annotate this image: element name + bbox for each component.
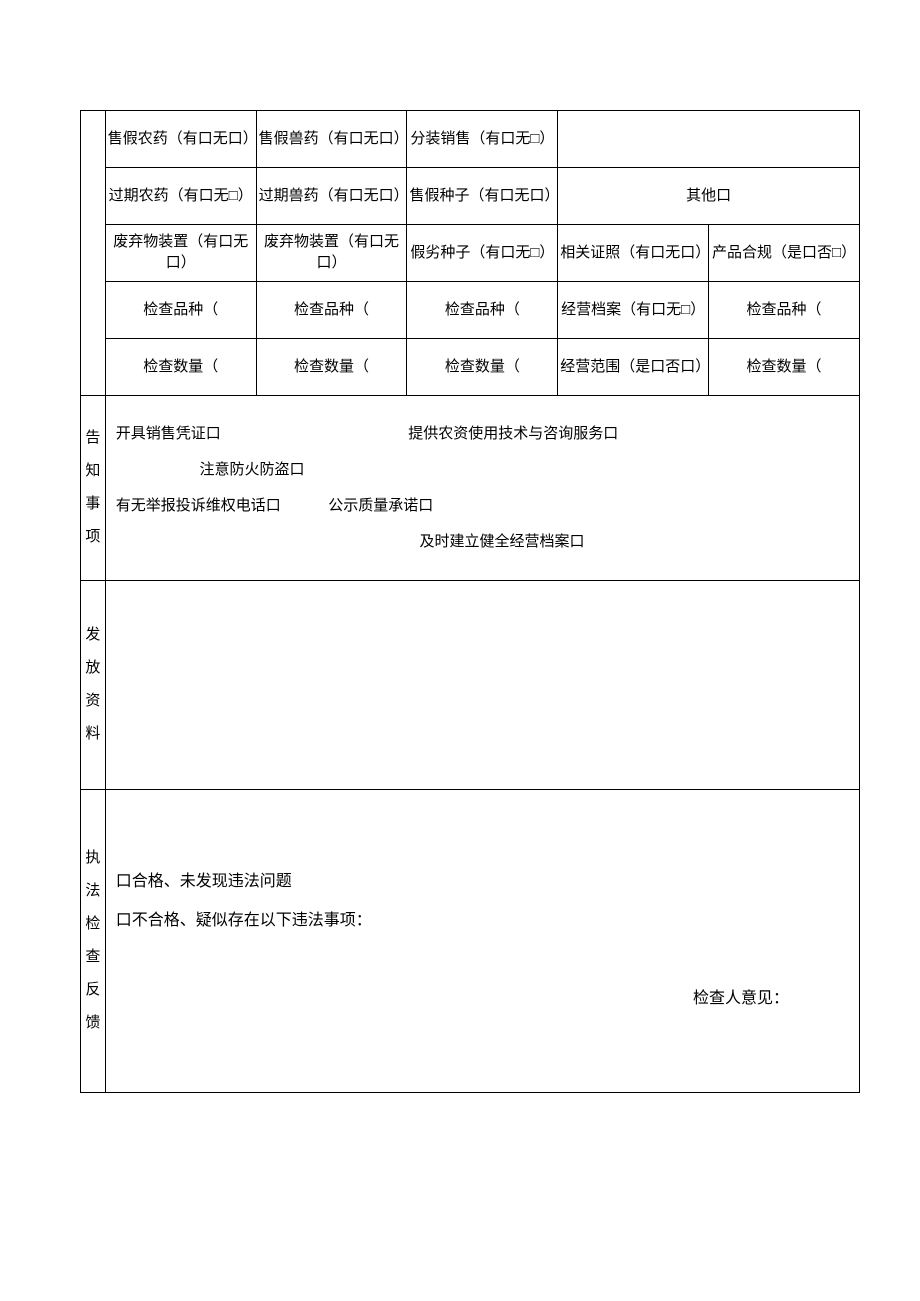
cell-r5c1: 检查数量（ [105, 339, 256, 396]
notify-1a: 开具销售凭证口 [116, 426, 221, 442]
distribute-row: 发放资料 [81, 581, 860, 790]
notify-4: 及时建立健全经营档案口 [420, 534, 585, 550]
cell-r3c5: 产品合规（是口否□） [709, 225, 860, 282]
cell-r5c3: 检查数量（ [407, 339, 558, 396]
notify-line-2: 注意防火防盗口 [116, 452, 849, 488]
notify-line-3: 有无举报投诉维权电话口 公示质量承诺口 [116, 488, 849, 524]
cell-r4c2: 检查品种（ [256, 282, 407, 339]
cell-r4c4: 经营档案（有口无□） [558, 282, 709, 339]
notify-content: 开具销售凭证口 提供农资使用技术与咨询服务口 注意防火防盗口 有无举报投诉维权电… [106, 396, 859, 580]
form-table: 售假农药（有口无口） 售假兽药（有口无口） 分装销售（有口无□） 过期农药（有口… [80, 110, 860, 1093]
distribute-cell [105, 581, 859, 790]
distribute-label: 发放资料 [81, 581, 106, 790]
cell-r5c5: 检查数量（ [709, 339, 860, 396]
feedback-pass: 口合格、未发现违法问题 [116, 863, 849, 901]
cell-r3c1: 废弃物装置（有口无口） [105, 225, 256, 282]
notify-2a: 注意防火防盗口 [200, 462, 305, 478]
side-label-top [81, 111, 106, 396]
feedback-fail: 口不合格、疑似存在以下违法事项： [116, 902, 849, 940]
notify-label: 告知事项 [81, 396, 106, 581]
notify-cell: 开具销售凭证口 提供农资使用技术与咨询服务口 注意防火防盗口 有无举报投诉维权电… [105, 396, 859, 581]
cell-r3c3: 假劣种子（有口无□） [407, 225, 558, 282]
cell-r2c2: 过期兽药（有口无口） [256, 168, 407, 225]
page: 售假农药（有口无口） 售假兽药（有口无口） 分装销售（有口无□） 过期农药（有口… [0, 0, 920, 1301]
feedback-cell: 口合格、未发现违法问题 口不合格、疑似存在以下违法事项： 检查人意见： [105, 790, 859, 1093]
cell-r4c3: 检查品种（ [407, 282, 558, 339]
cell-r1c45-empty [558, 111, 860, 168]
cell-r4c1: 检查品种（ [105, 282, 256, 339]
grid-row-4: 检查品种（ 检查品种（ 检查品种（ 经营档案（有口无□） 检查品种（ [81, 282, 860, 339]
notify-line-1: 开具销售凭证口 提供农资使用技术与咨询服务口 [116, 416, 849, 452]
notify-row: 告知事项 开具销售凭证口 提供农资使用技术与咨询服务口 注意防火防盗口 有无举报… [81, 396, 860, 581]
grid-row-2: 过期农药（有口无□） 过期兽药（有口无口） 售假种子（有口无口） 其他口 [81, 168, 860, 225]
notify-3a: 有无举报投诉维权电话口 [116, 498, 281, 514]
grid-row-5: 检查数量（ 检查数量（ 检查数量（ 经营范围（是口否口） 检查数量（ [81, 339, 860, 396]
cell-r1c3: 分装销售（有口无□） [407, 111, 558, 168]
cell-r2c3: 售假种子（有口无口） [407, 168, 558, 225]
grid-row-1: 售假农药（有口无口） 售假兽药（有口无口） 分装销售（有口无□） [81, 111, 860, 168]
cell-r2c1: 过期农药（有口无□） [105, 168, 256, 225]
feedback-opinion: 检查人意见： [116, 980, 849, 1018]
feedback-label: 执法检查反馈 [81, 790, 106, 1093]
cell-r1c2: 售假兽药（有口无口） [256, 111, 407, 168]
cell-r5c2: 检查数量（ [256, 339, 407, 396]
feedback-content: 口合格、未发现违法问题 口不合格、疑似存在以下违法事项： 检查人意见： [106, 853, 859, 1028]
cell-r1c1: 售假农药（有口无口） [105, 111, 256, 168]
notify-1b: 提供农资使用技术与咨询服务口 [408, 426, 618, 442]
cell-r3c2: 废弃物装置（有口无口） [256, 225, 407, 282]
feedback-row: 执法检查反馈 口合格、未发现违法问题 口不合格、疑似存在以下违法事项： 检查人意… [81, 790, 860, 1093]
cell-r3c4: 相关证照（有口无口） [558, 225, 709, 282]
cell-r2c45: 其他口 [558, 168, 860, 225]
grid-row-3: 废弃物装置（有口无口） 废弃物装置（有口无口） 假劣种子（有口无□） 相关证照（… [81, 225, 860, 282]
cell-r5c4: 经营范围（是口否口） [558, 339, 709, 396]
cell-r4c5: 检查品种（ [709, 282, 860, 339]
notify-3b: 公示质量承诺口 [328, 498, 433, 514]
notify-line-4: 及时建立健全经营档案口 [116, 524, 849, 560]
